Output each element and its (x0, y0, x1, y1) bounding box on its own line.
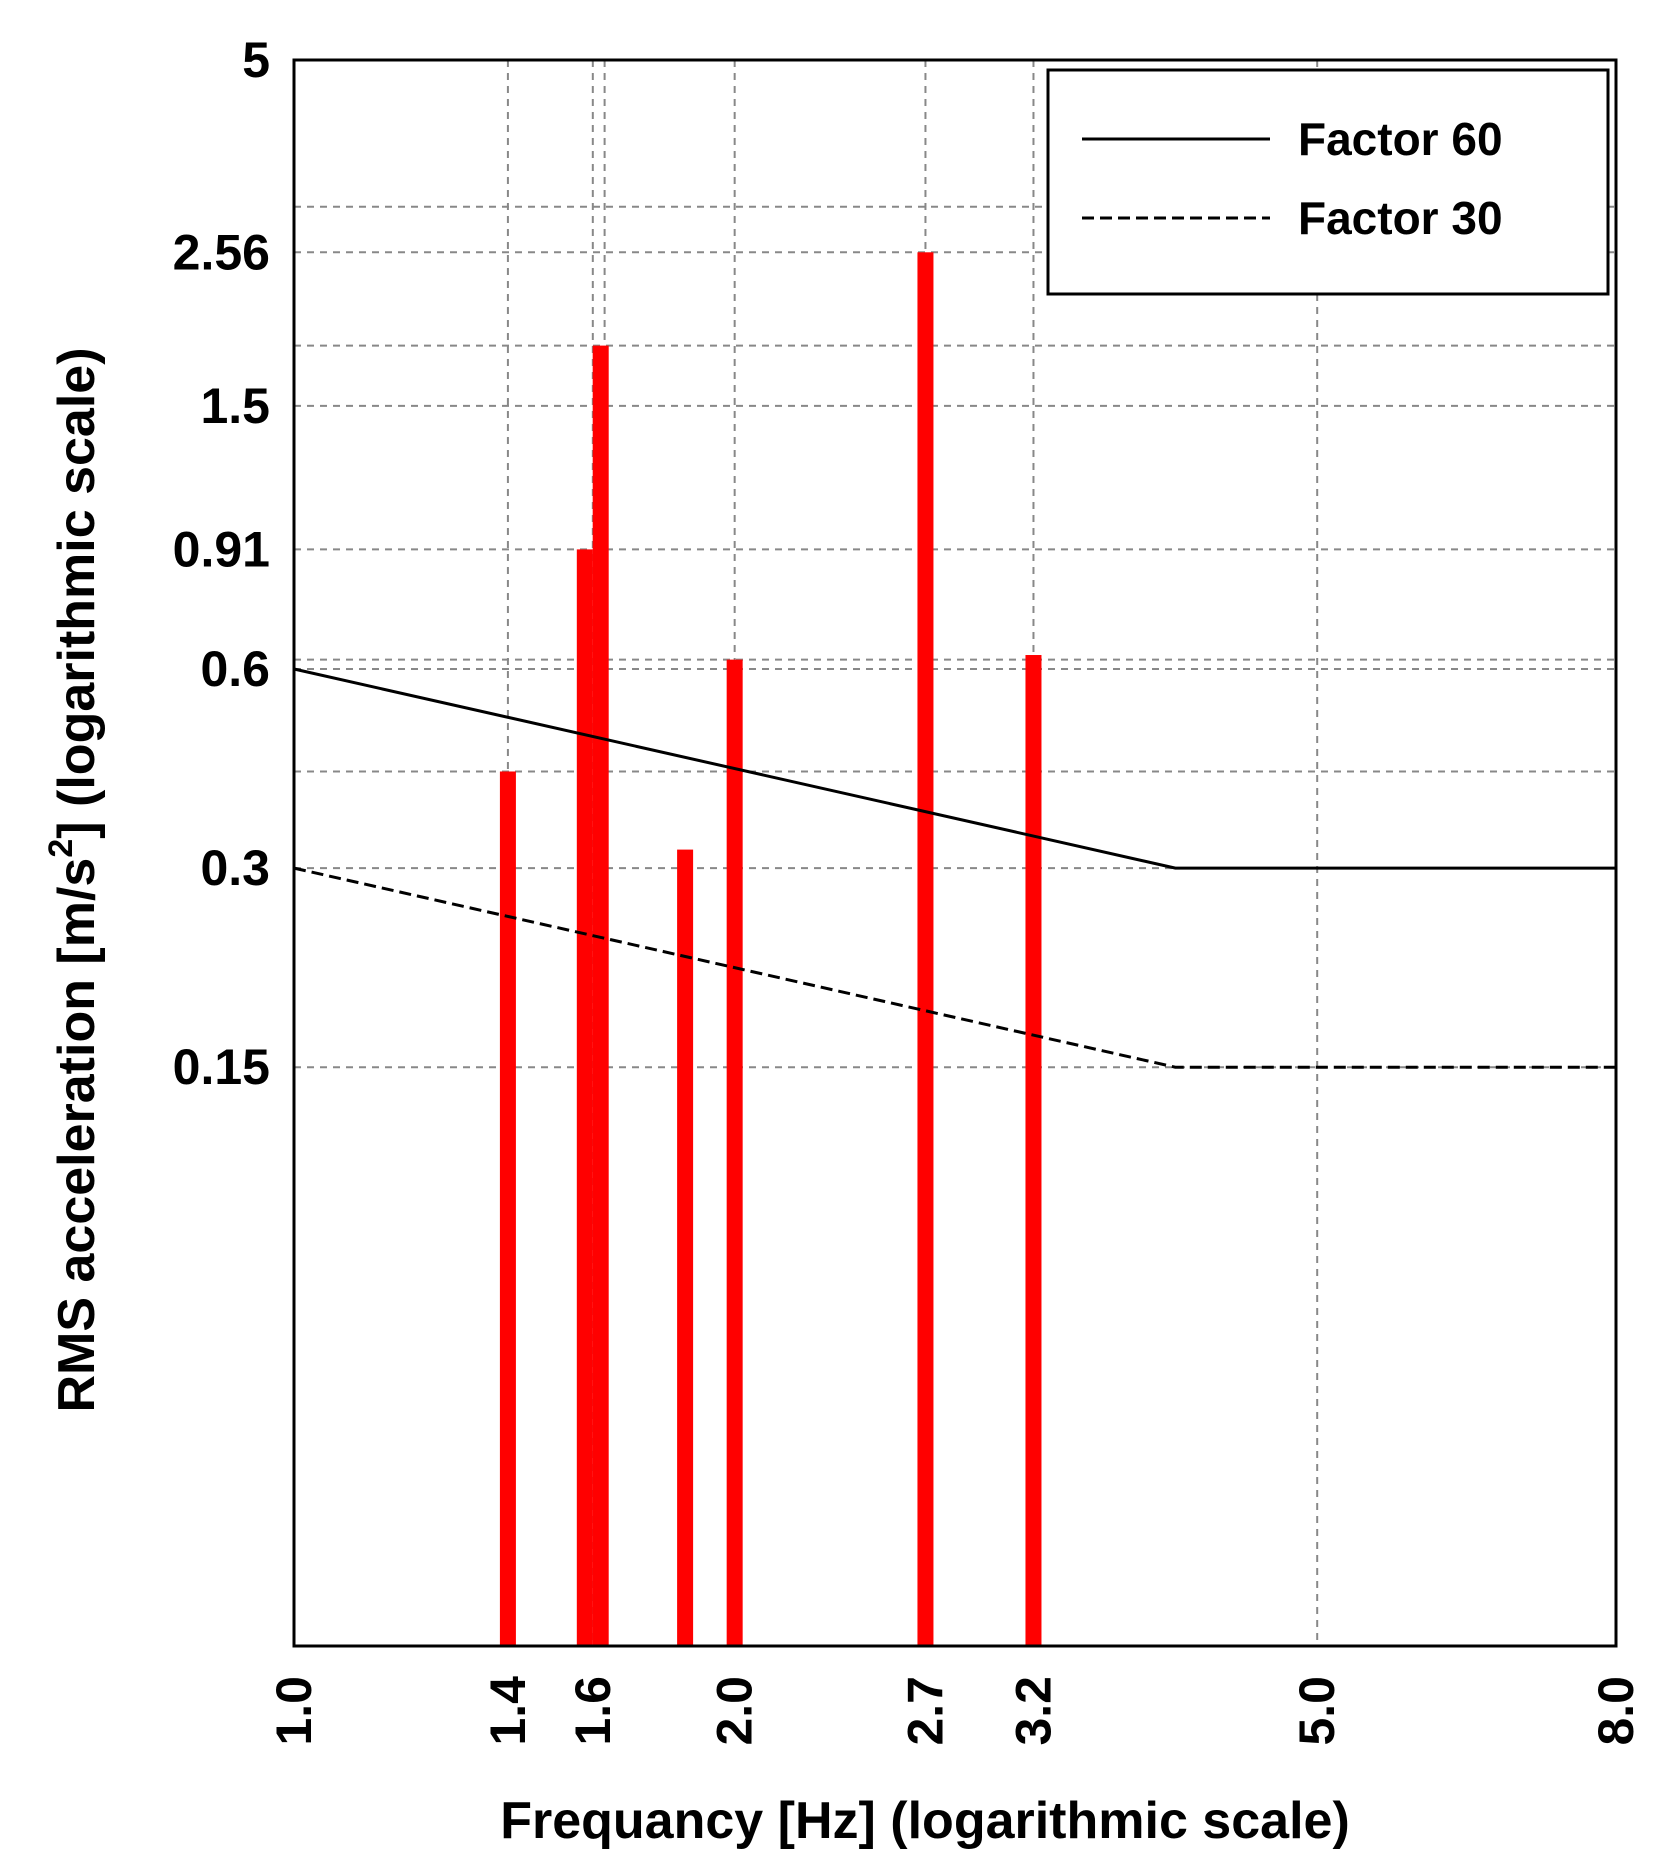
y-tick-label: 0.6 (200, 641, 270, 697)
y-axis-title-superscript: 2 (42, 839, 80, 858)
legend-box (1046, 68, 1610, 296)
bar-5 (917, 252, 934, 1646)
lines-layer (293, 667, 1616, 1069)
x-tick-label: 1.0 (266, 1676, 322, 1746)
y-tick-label: 0.15 (173, 1039, 270, 1095)
legend-label-factor-60: Factor 60 (1298, 113, 1503, 165)
y-tick-labels: 5 2.56 1.5 0.91 0.6 0.3 0.15 (173, 32, 270, 1095)
series-line-factor-30 (293, 866, 1616, 1069)
series-line-factor-60 (293, 667, 1616, 870)
x-axis-title: Frequancy [Hz] (logarithmic scale) (500, 1792, 1350, 1850)
y-axis-title-tail: ] (logarithmic scale) (48, 347, 106, 838)
bars-layer (499, 252, 1042, 1647)
x-tick-label: 2.7 (897, 1676, 953, 1746)
bar-0 (499, 771, 516, 1646)
bar-1 (576, 549, 593, 1646)
y-tick-label: 5 (242, 32, 270, 88)
x-tick-labels: 1.0 1.4 1.6 2.0 2.7 3.2 5.0 8.0 (266, 1676, 1644, 1746)
y-tick-label: 2.56 (173, 224, 270, 280)
x-tick-label: 1.4 (480, 1676, 536, 1746)
x-tick-label: 1.6 (565, 1676, 621, 1746)
x-tick-label: 2.0 (707, 1676, 763, 1746)
x-tick-label: 8.0 (1588, 1676, 1644, 1746)
y-tick-label: 0.3 (200, 840, 270, 896)
x-tick-label: 5.0 (1289, 1676, 1345, 1746)
plot-frame (292, 58, 1618, 1648)
y-axis-title: RMS acceleration [m/s2] (logarithmic sca… (42, 347, 106, 1412)
legend: Factor 60 Factor 30 (1046, 68, 1610, 296)
bar-2 (592, 345, 609, 1647)
grid-layer (294, 60, 1616, 1646)
y-tick-label: 0.91 (173, 521, 270, 577)
y-tick-label: 1.5 (200, 378, 270, 434)
bar-3 (677, 849, 694, 1646)
legend-label-factor-30: Factor 30 (1298, 192, 1503, 244)
bar-4 (726, 659, 743, 1646)
y-axis-title-main: RMS acceleration [m/s (48, 858, 106, 1413)
x-tick-label: 3.2 (1005, 1676, 1061, 1746)
bar-6 (1025, 655, 1042, 1646)
